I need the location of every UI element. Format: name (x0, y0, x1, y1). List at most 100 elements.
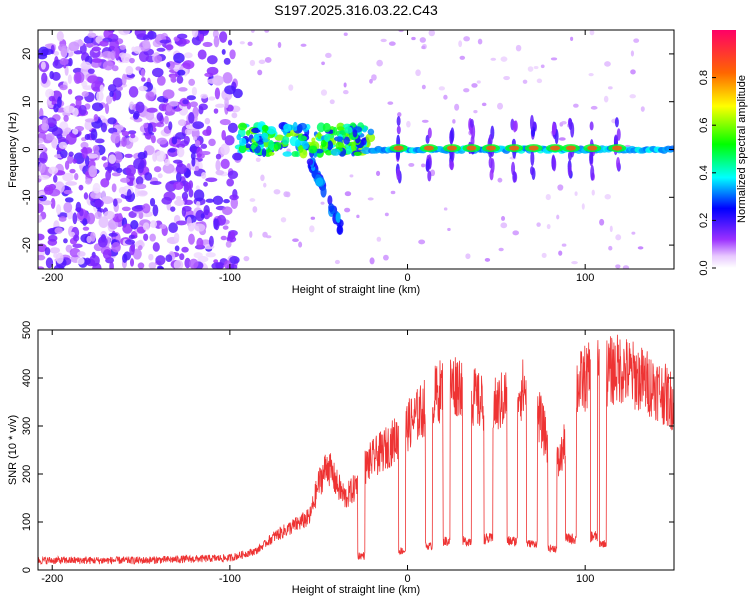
onset-blob (338, 142, 345, 148)
onset-blob (239, 143, 246, 153)
pulse-smear (530, 150, 535, 167)
noise-blob (60, 149, 68, 159)
sparse-blob (334, 259, 340, 265)
noise-blob (59, 84, 68, 91)
noise-blob (119, 44, 126, 50)
noise-blob (128, 86, 139, 98)
noise-blob (195, 185, 200, 191)
onset-blob (253, 134, 260, 142)
sparse-blob (343, 82, 347, 88)
noise-blob (227, 170, 239, 180)
sparse-blob (503, 75, 510, 81)
noise-blob (155, 122, 162, 127)
noise-blob (91, 58, 103, 63)
noise-blob (60, 45, 68, 58)
noise-blob (99, 40, 109, 47)
noise-blob (126, 188, 132, 201)
noise-blob (192, 136, 198, 141)
sparse-blob (556, 214, 560, 220)
pulse-peak (565, 145, 576, 151)
noise-blob (220, 143, 230, 156)
sparse-blob (258, 59, 266, 65)
noise-blob (72, 158, 77, 164)
sparse-blob (589, 30, 595, 36)
onset-blob (367, 128, 375, 136)
sparse-blob (590, 105, 598, 110)
noise-blob (205, 252, 216, 258)
onset-blob (334, 136, 344, 142)
noise-blob (166, 62, 171, 68)
onset-blob (282, 151, 293, 157)
noise-blob (183, 135, 190, 145)
x-tick-label: 0 (404, 272, 410, 284)
noise-blob (196, 146, 203, 158)
sparse-blob (239, 41, 245, 45)
sparse-blob (536, 222, 541, 227)
onset-blob (345, 146, 352, 155)
noise-blob (75, 97, 82, 109)
pulse-smear (530, 166, 535, 176)
noise-blob (104, 103, 110, 115)
noise-blob (67, 154, 74, 164)
noise-blob (89, 254, 100, 267)
onset-blob (239, 137, 247, 147)
sparse-blob (349, 174, 354, 178)
sparse-blob (264, 56, 272, 63)
noise-blob (63, 114, 69, 122)
noise-blob (175, 195, 182, 201)
noise-blob (90, 191, 102, 200)
noise-blob (229, 256, 240, 264)
noise-blob (225, 240, 232, 248)
sparse-blob (369, 78, 373, 84)
sparse-blob (633, 38, 640, 43)
noise-blob (227, 39, 233, 46)
noise-blob (85, 178, 92, 185)
noise-blob (149, 233, 156, 242)
noise-blob (38, 143, 46, 152)
noise-blob (119, 52, 126, 58)
tail-blob (328, 203, 335, 212)
noise-blob (108, 154, 117, 164)
noise-blob (187, 222, 195, 232)
noise-blob (67, 74, 72, 85)
sparse-blob (406, 120, 411, 128)
pulse-smear (469, 118, 474, 128)
pulse-peak (423, 145, 434, 151)
noise-blob (170, 75, 177, 83)
sparse-blob (356, 214, 360, 219)
noise-blob (178, 87, 188, 92)
noise-blob (208, 96, 216, 101)
noise-blob (124, 153, 133, 158)
noise-blob (162, 163, 175, 174)
noise-blob (76, 251, 86, 257)
sparse-blob (376, 170, 381, 177)
sparse-blob (459, 55, 466, 60)
noise-blob (184, 182, 192, 191)
onset-blob (261, 132, 269, 140)
noise-blob (144, 172, 153, 181)
onset-blob (336, 126, 345, 131)
noise-blob (168, 121, 173, 131)
sparse-blob (408, 162, 415, 167)
noise-blob (133, 46, 142, 54)
noise-blob (95, 138, 105, 144)
y-tick-label: 0 (21, 146, 33, 152)
noise-blob (45, 257, 54, 269)
noise-blob (38, 194, 47, 202)
pulse-smear (512, 170, 517, 183)
noise-blob (59, 57, 69, 66)
sparse-blob (452, 119, 456, 124)
noise-blob (140, 68, 146, 78)
colorbar: 0.0 0.2 0.4 0.6 0.8 Normalized spectral ampl… (698, 30, 748, 276)
noise-blob (105, 95, 113, 105)
noise-blob (127, 130, 137, 135)
onset-blob (273, 141, 282, 150)
sparse-blob (477, 38, 483, 45)
pulse-peak (446, 145, 457, 151)
noise-blob (227, 122, 238, 134)
noise-blob (211, 262, 224, 269)
noise-blob (107, 117, 117, 125)
noise-blob (108, 232, 118, 237)
noise-blob (111, 65, 119, 72)
onset-blob (251, 127, 261, 134)
